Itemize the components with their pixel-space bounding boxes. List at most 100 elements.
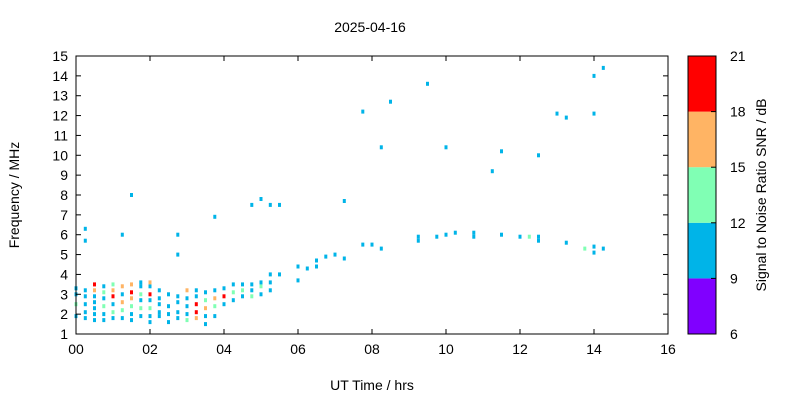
data-point xyxy=(111,316,115,321)
data-point xyxy=(472,230,476,235)
y-tick-label: 7 xyxy=(60,207,68,223)
data-point xyxy=(130,304,133,309)
data-point xyxy=(130,318,133,323)
colorbar-frame xyxy=(687,55,717,335)
colorbar-band xyxy=(688,56,716,112)
data-point xyxy=(204,322,207,327)
data-point xyxy=(93,300,96,305)
data-point xyxy=(231,298,235,303)
data-point xyxy=(379,246,383,251)
y-tick-label: 3 xyxy=(60,286,68,302)
data-point xyxy=(102,312,106,317)
data-point xyxy=(185,304,189,309)
data-point xyxy=(130,312,133,317)
data-point xyxy=(555,111,559,116)
data-point xyxy=(204,314,207,319)
data-point xyxy=(416,238,420,243)
data-point xyxy=(268,202,272,207)
y-tick-label: 14 xyxy=(52,68,68,84)
data-point xyxy=(305,266,309,271)
data-point xyxy=(592,244,596,249)
x-tick-label: 04 xyxy=(216,341,232,357)
colorbar-band xyxy=(688,278,716,334)
data-point xyxy=(167,312,170,317)
data-point xyxy=(93,294,96,299)
data-point xyxy=(120,308,124,313)
data-point xyxy=(241,294,244,299)
data-point xyxy=(102,318,106,323)
data-point xyxy=(213,296,217,301)
data-point xyxy=(185,296,189,301)
y-tick-label: 13 xyxy=(52,88,68,104)
data-point xyxy=(148,284,152,289)
x-tick-label: 16 xyxy=(660,341,676,357)
data-point xyxy=(592,250,596,255)
data-point xyxy=(120,316,124,321)
data-point xyxy=(250,282,254,287)
data-point xyxy=(518,234,522,239)
data-point xyxy=(194,316,198,321)
data-point xyxy=(139,292,143,297)
chart-title: 2025-04-16 xyxy=(334,19,406,35)
data-point xyxy=(139,280,143,285)
data-point xyxy=(490,169,494,174)
data-point xyxy=(601,246,605,251)
data-point xyxy=(296,278,300,283)
data-point xyxy=(268,280,272,285)
data-point xyxy=(564,115,568,120)
colorbar-tick-label: 18 xyxy=(730,104,746,120)
data-point xyxy=(83,238,87,243)
data-point xyxy=(500,232,503,237)
data-point xyxy=(93,306,96,311)
data-point xyxy=(176,252,180,257)
colorbar-band xyxy=(688,167,716,223)
colorbar-tick-label: 12 xyxy=(730,215,746,231)
colorbar-band xyxy=(688,111,716,168)
data-point xyxy=(315,258,318,263)
data-point xyxy=(204,298,207,303)
y-tick-label: 12 xyxy=(52,108,68,124)
data-point xyxy=(250,294,254,299)
colorbar-label: Signal to Noise Ratio SNR / dB xyxy=(753,99,769,292)
data-point xyxy=(93,318,96,323)
data-point xyxy=(176,316,180,321)
colorbar-band xyxy=(688,222,716,279)
data-point xyxy=(315,264,318,269)
data-point xyxy=(435,234,439,239)
data-point xyxy=(130,282,133,287)
x-tick-label: 14 xyxy=(586,341,602,357)
y-tick-label: 6 xyxy=(60,227,68,243)
data-point xyxy=(296,264,300,269)
data-point xyxy=(537,238,540,243)
data-point xyxy=(167,304,170,309)
data-point xyxy=(268,272,272,277)
plot-marks xyxy=(74,65,605,327)
data-point xyxy=(278,202,281,207)
data-point xyxy=(472,234,476,239)
data-point xyxy=(333,252,337,257)
data-point xyxy=(93,312,96,317)
colorbar-tick-label: 21 xyxy=(730,48,746,64)
data-point xyxy=(130,193,133,197)
data-point xyxy=(250,288,254,293)
data-point xyxy=(185,288,189,293)
data-point xyxy=(83,288,87,293)
y-axis-label: Frequency / MHz xyxy=(6,142,22,249)
data-point xyxy=(601,65,605,70)
data-point xyxy=(111,288,115,293)
data-point xyxy=(120,300,124,305)
data-point xyxy=(157,310,161,315)
data-point xyxy=(259,284,263,289)
data-point xyxy=(102,290,106,295)
data-point xyxy=(157,302,161,307)
data-point xyxy=(148,298,152,303)
data-point xyxy=(83,226,87,231)
data-point xyxy=(241,282,244,287)
data-point xyxy=(130,296,133,301)
data-point xyxy=(176,300,180,305)
data-point xyxy=(379,145,383,150)
plot-frame xyxy=(75,55,669,335)
x-tick-label: 12 xyxy=(512,341,528,357)
data-point xyxy=(268,288,272,293)
